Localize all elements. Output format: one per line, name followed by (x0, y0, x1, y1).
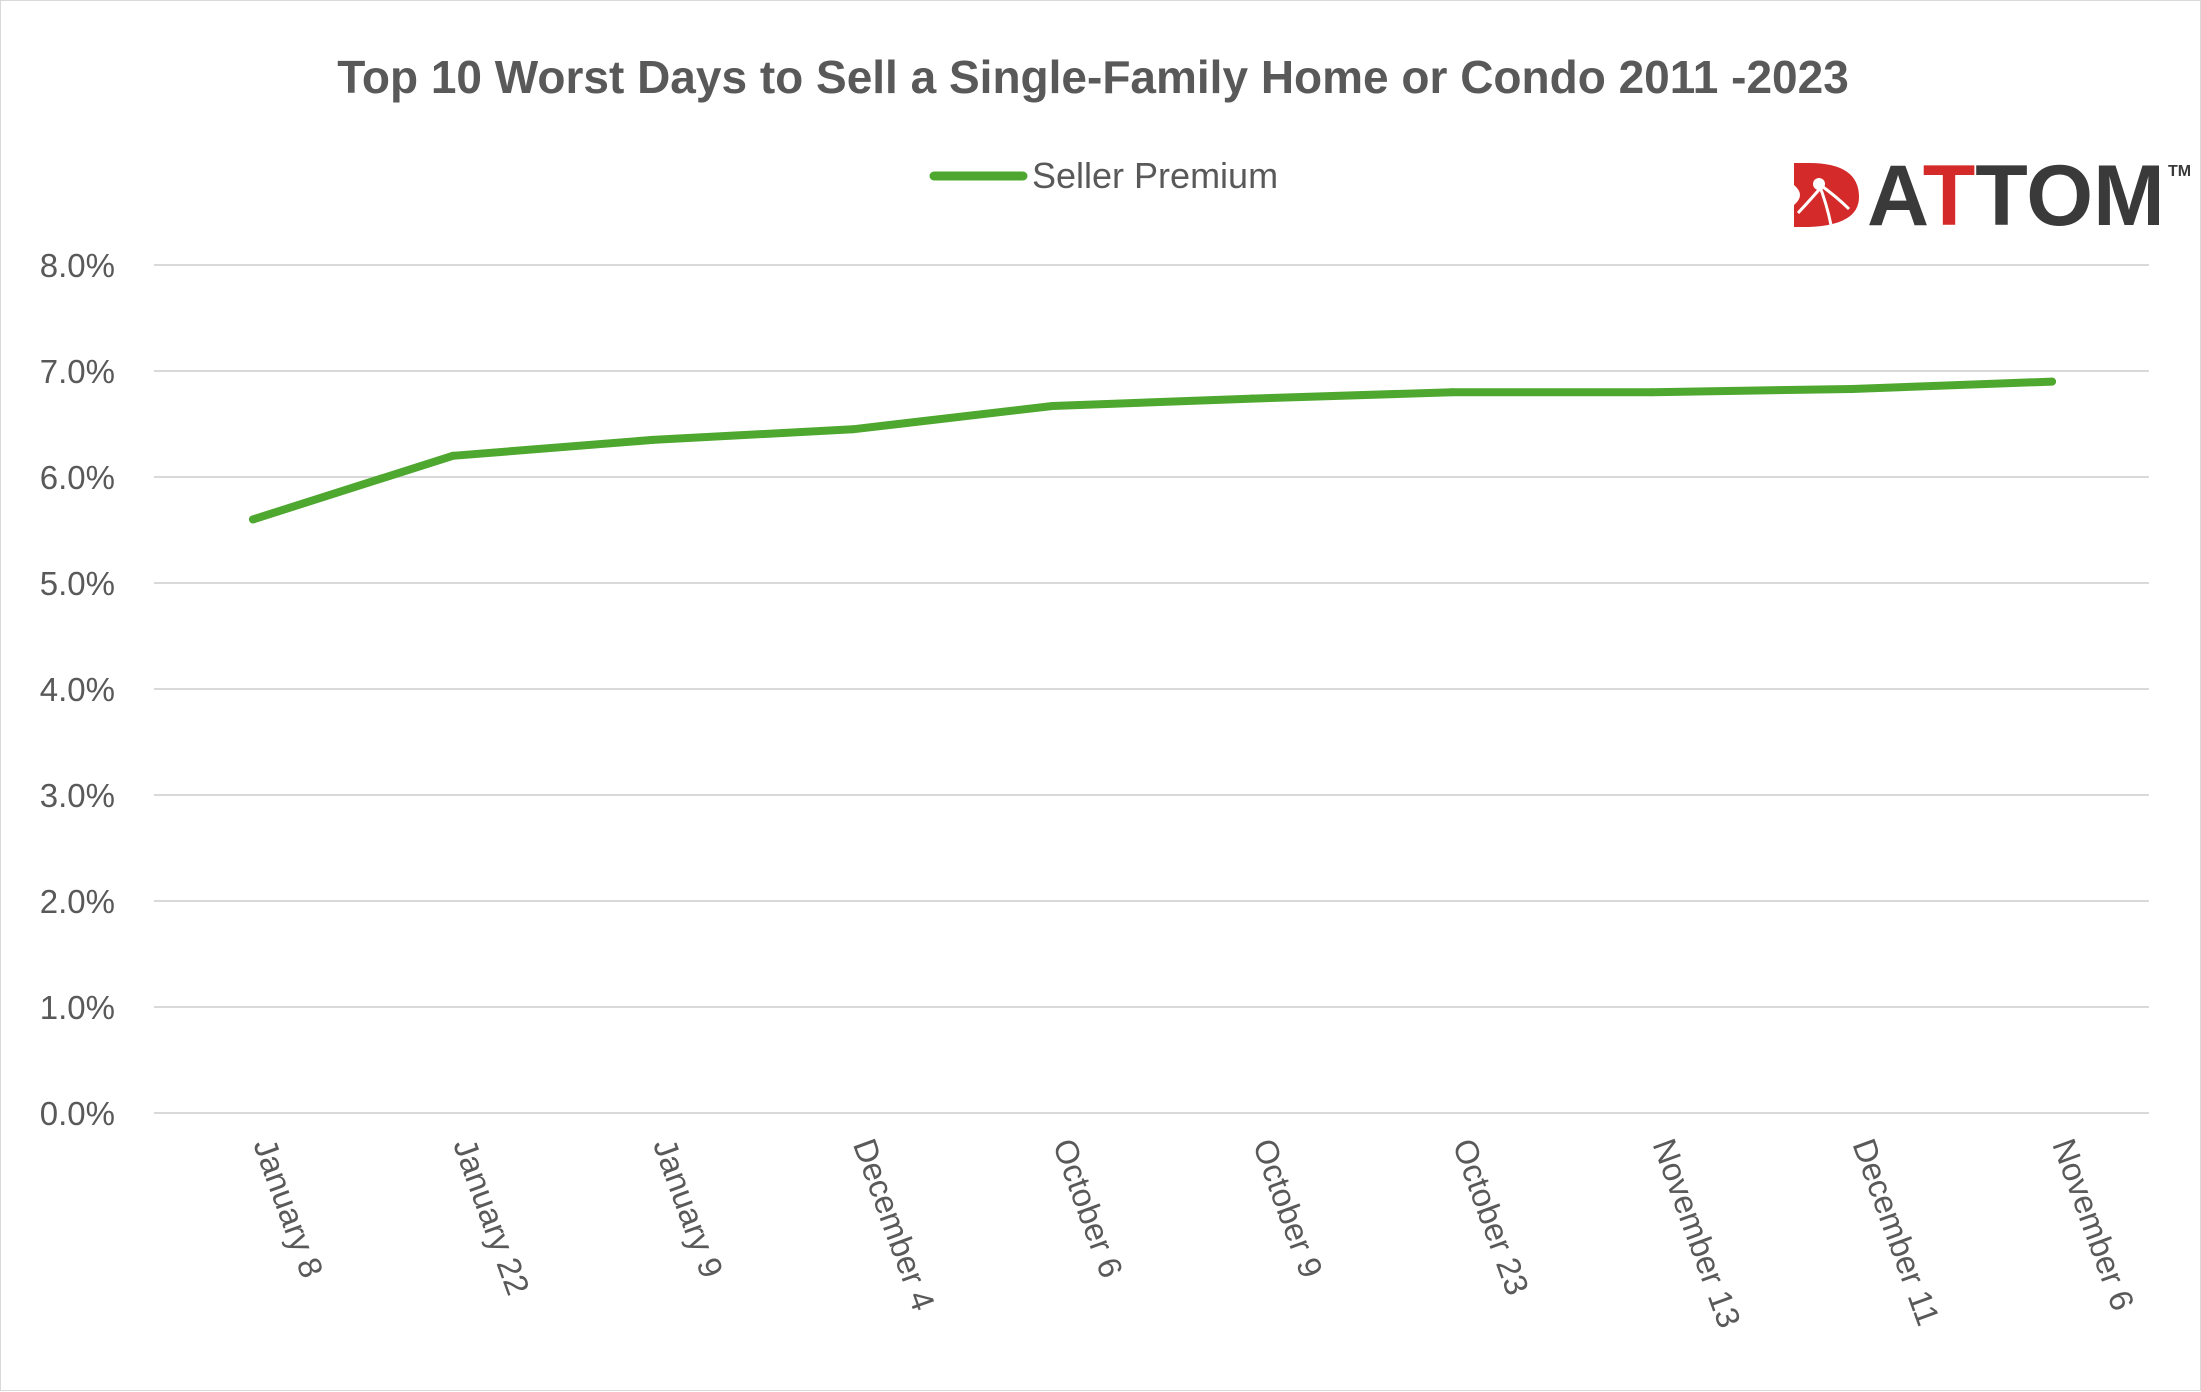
gridlines (154, 264, 2149, 1114)
data-point (448, 451, 457, 460)
attom-house-shape (1794, 163, 1859, 227)
data-point (1848, 385, 1857, 394)
attom-network-lines (1796, 182, 1851, 226)
x-category-label: October 6 (1046, 1134, 1130, 1283)
attom-letters-tom: TOM (1975, 148, 2165, 244)
y-tick-label: 4.0% (40, 671, 115, 708)
attom-wordmark: ATTOM (1867, 148, 2165, 244)
data-point (1248, 394, 1257, 403)
x-category-label: December 4 (846, 1134, 942, 1316)
x-category-label: November 13 (1646, 1134, 1749, 1333)
attom-letter-t-accent: T (1923, 148, 1976, 244)
y-tick-label: 7.0% (40, 353, 115, 390)
x-axis-categories: January 8 January 22 January 9 December 4 Oc… (246, 1134, 2141, 1333)
data-point (2048, 377, 2056, 386)
series-layer (249, 377, 2056, 524)
data-point (249, 515, 257, 524)
x-category-label: January 8 (246, 1134, 330, 1283)
legend-label-seller-premium: Seller Premium (1032, 155, 1278, 196)
y-tick-label: 0.0% (40, 1095, 115, 1132)
x-category-label: January 22 (446, 1134, 537, 1300)
y-tick-label: 8.0% (40, 247, 115, 284)
attom-logo: ATTOM TM (1794, 148, 2191, 244)
chart-title: Top 10 Worst Days to Sell a Single-Famil… (337, 51, 1849, 103)
series-line-seller-premium (249, 377, 2056, 524)
y-tick-label: 1.0% (40, 989, 115, 1026)
y-tick-label: 5.0% (40, 565, 115, 602)
y-tick-label: 6.0% (40, 459, 115, 496)
data-point (1448, 388, 1457, 397)
y-axis-ticks: 0.0% 1.0% 2.0% 3.0% 4.0% 5.0% 6.0% 7.0% 8.0% (40, 247, 115, 1132)
x-category-label: October 23 (1446, 1134, 1537, 1300)
y-tick-label: 3.0% (40, 777, 115, 814)
attom-house-icon (1794, 163, 1859, 227)
attom-trademark: TM (2168, 163, 2191, 180)
y-tick-label: 2.0% (40, 883, 115, 920)
data-point (1648, 388, 1657, 397)
x-category-label: November 6 (2045, 1134, 2141, 1316)
attom-letter-a: A (1867, 148, 1927, 244)
x-category-label: October 9 (1246, 1134, 1330, 1283)
data-point (1048, 401, 1057, 410)
legend: Seller Premium (929, 155, 1278, 196)
x-category-label: December 11 (1846, 1134, 1948, 1331)
x-category-label: January 9 (646, 1134, 730, 1283)
data-point (848, 425, 857, 434)
data-point (648, 435, 657, 444)
